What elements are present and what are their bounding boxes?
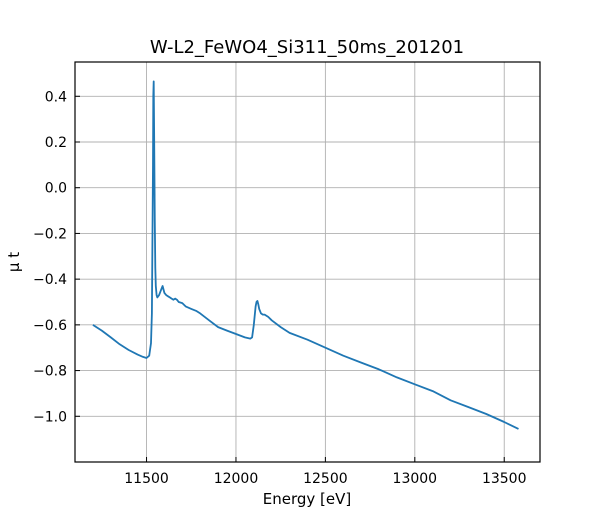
x-tick-label: 13000 bbox=[393, 471, 438, 487]
series-line bbox=[92, 80, 519, 430]
x-tick-label: 12000 bbox=[214, 471, 259, 487]
x-tick-label: 11500 bbox=[124, 471, 169, 487]
x-tick-label: 13500 bbox=[482, 471, 527, 487]
y-tick-label: 0.2 bbox=[45, 135, 67, 151]
y-tick-label: 0.0 bbox=[45, 181, 67, 197]
plot-frame bbox=[74, 61, 541, 463]
series-lines bbox=[92, 80, 519, 430]
chart-title: W-L2_FeWO4_Si311_50ms_201201 bbox=[150, 37, 464, 58]
y-tick-label: −0.4 bbox=[33, 272, 67, 288]
y-tick-label: 0.4 bbox=[45, 89, 67, 105]
y-tick-label: −0.6 bbox=[33, 318, 67, 334]
y-tick-label: −0.2 bbox=[33, 226, 67, 242]
axis-ticks bbox=[75, 95, 505, 462]
x-axis-label: Energy [eV] bbox=[263, 490, 351, 508]
y-tick-labels: 0.4 0.2 0.0 −0.2 −0.4 −0.6 −0.8 −1.0 bbox=[33, 89, 67, 425]
x-tick-labels: 11500 12000 12500 13000 13500 bbox=[124, 471, 526, 487]
y-tick-label: −1.0 bbox=[33, 409, 67, 425]
y-axis-label: μ t bbox=[5, 252, 23, 272]
x-tick-label: 12500 bbox=[303, 471, 348, 487]
y-tick-label: −0.8 bbox=[33, 364, 67, 380]
